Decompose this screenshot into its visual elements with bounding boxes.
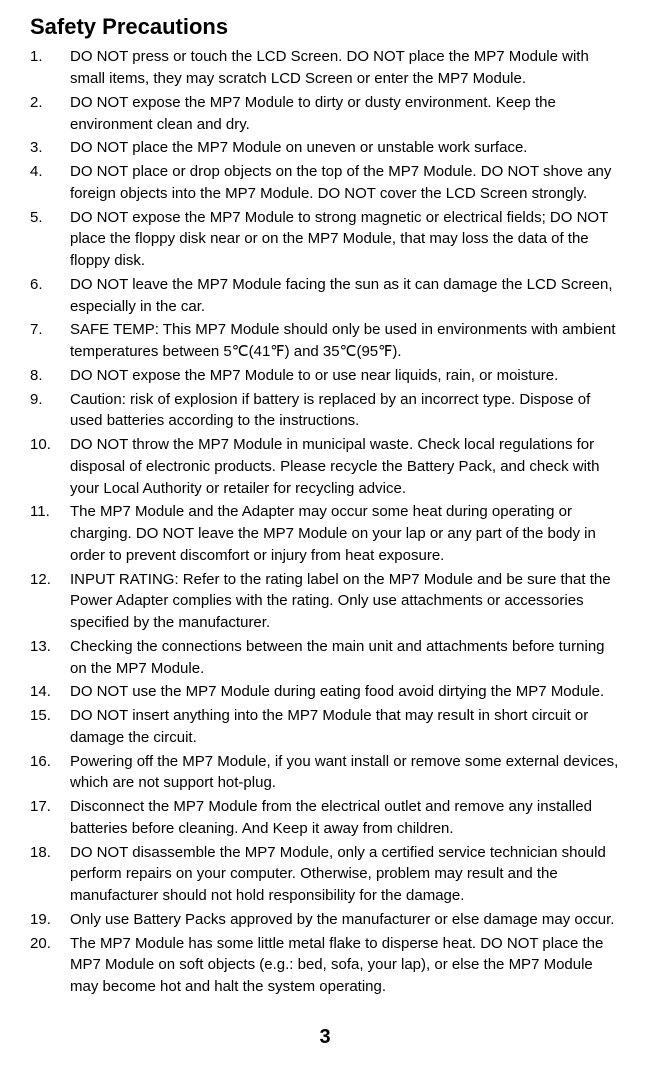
list-item: DO NOT press or touch the LCD Screen. DO… — [30, 46, 620, 90]
list-item: Checking the connections between the mai… — [30, 636, 620, 680]
list-item: DO NOT expose the MP7 Module to strong m… — [30, 207, 620, 272]
list-item: Only use Battery Packs approved by the m… — [30, 909, 620, 931]
list-item: Disconnect the MP7 Module from the elect… — [30, 796, 620, 840]
list-item: DO NOT insert anything into the MP7 Modu… — [30, 705, 620, 749]
page-title: Safety Precautions — [30, 14, 620, 40]
document-page: Safety Precautions DO NOT press or touch… — [0, 0, 650, 1069]
list-item: The MP7 Module and the Adapter may occur… — [30, 501, 620, 566]
list-item: The MP7 Module has some little metal fla… — [30, 933, 620, 998]
list-item: DO NOT throw the MP7 Module in municipal… — [30, 434, 620, 499]
list-item: INPUT RATING: Refer to the rating label … — [30, 569, 620, 634]
list-item: Powering off the MP7 Module, if you want… — [30, 751, 620, 795]
page-number: 3 — [30, 1026, 620, 1049]
list-item: Caution: risk of explosion if battery is… — [30, 389, 620, 433]
list-item: DO NOT use the MP7 Module during eating … — [30, 681, 620, 703]
list-item: DO NOT expose the MP7 Module to dirty or… — [30, 92, 620, 136]
list-item: SAFE TEMP: This MP7 Module should only b… — [30, 319, 620, 363]
list-item: DO NOT expose the MP7 Module to or use n… — [30, 365, 620, 387]
precautions-list: DO NOT press or touch the LCD Screen. DO… — [30, 46, 620, 998]
list-item: DO NOT leave the MP7 Module facing the s… — [30, 274, 620, 318]
list-item: DO NOT disassemble the MP7 Module, only … — [30, 842, 620, 907]
list-item: DO NOT place the MP7 Module on uneven or… — [30, 137, 620, 159]
list-item: DO NOT place or drop objects on the top … — [30, 161, 620, 205]
